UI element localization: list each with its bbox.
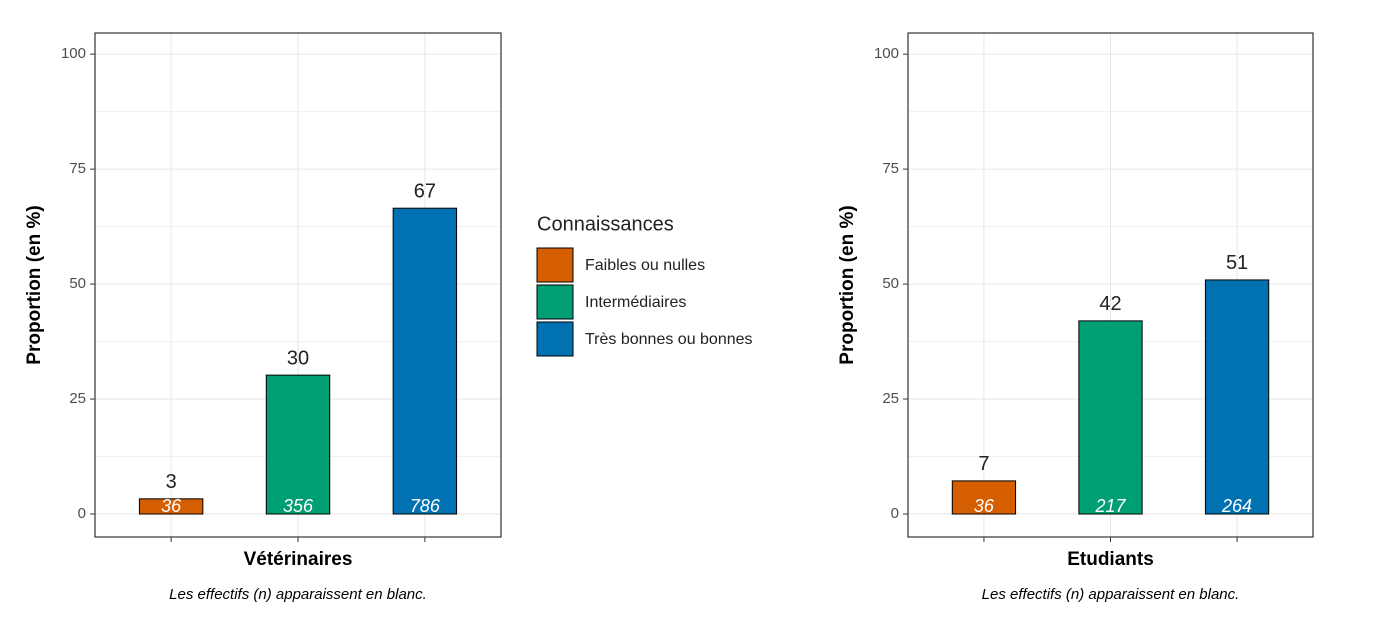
x-axis-title: Etudiants — [1067, 549, 1154, 570]
y-tick-label: 50 — [69, 275, 86, 292]
caption: Les effectifs (n) apparaissent en blanc. — [169, 586, 427, 603]
value-label: 51 — [1226, 252, 1248, 274]
legend-label: Faibles ou nulles — [585, 257, 705, 274]
count-label: 217 — [1094, 496, 1126, 516]
legend-key — [536, 284, 574, 320]
y-tick-label: 25 — [69, 390, 86, 407]
y-tick-label: 100 — [874, 45, 899, 62]
legend-label: Très bonnes ou bonnes — [585, 331, 753, 348]
bar — [1078, 320, 1143, 515]
value-label: 42 — [1099, 293, 1121, 315]
legend-key — [536, 321, 574, 357]
y-tick-label: 50 — [882, 275, 899, 292]
value-label: 3 — [166, 471, 177, 493]
caption: Les effectifs (n) apparaissent en blanc. — [982, 586, 1240, 603]
y-tick-label: 25 — [882, 390, 899, 407]
count-label: 356 — [283, 496, 314, 516]
y-axis-title: Proportion (en %) — [837, 205, 858, 364]
bar — [138, 498, 204, 515]
bar — [951, 480, 1017, 515]
count-label: 264 — [1221, 496, 1252, 516]
y-tick-label: 0 — [78, 505, 86, 522]
bar — [392, 207, 458, 515]
y-tick-label: 0 — [891, 505, 899, 522]
panel-border — [907, 32, 1314, 538]
y-tick-label: 75 — [69, 160, 86, 177]
value-label: 30 — [287, 347, 309, 369]
count-label: 786 — [410, 496, 441, 516]
value-label: 7 — [978, 453, 989, 475]
bar — [265, 374, 331, 515]
count-label: 36 — [974, 496, 995, 516]
value-label: 67 — [414, 180, 436, 202]
panel-border — [94, 32, 502, 538]
x-axis-title: Vétérinaires — [244, 549, 353, 570]
legend-label: Intermédiaires — [585, 294, 686, 311]
y-axis-title: Proportion (en %) — [24, 205, 45, 364]
legend-key — [536, 247, 574, 283]
y-tick-label: 100 — [61, 45, 86, 62]
count-label: 36 — [161, 496, 182, 516]
y-tick-label: 75 — [882, 160, 899, 177]
bar — [1204, 279, 1270, 515]
legend-title: Connaissances — [537, 213, 674, 235]
